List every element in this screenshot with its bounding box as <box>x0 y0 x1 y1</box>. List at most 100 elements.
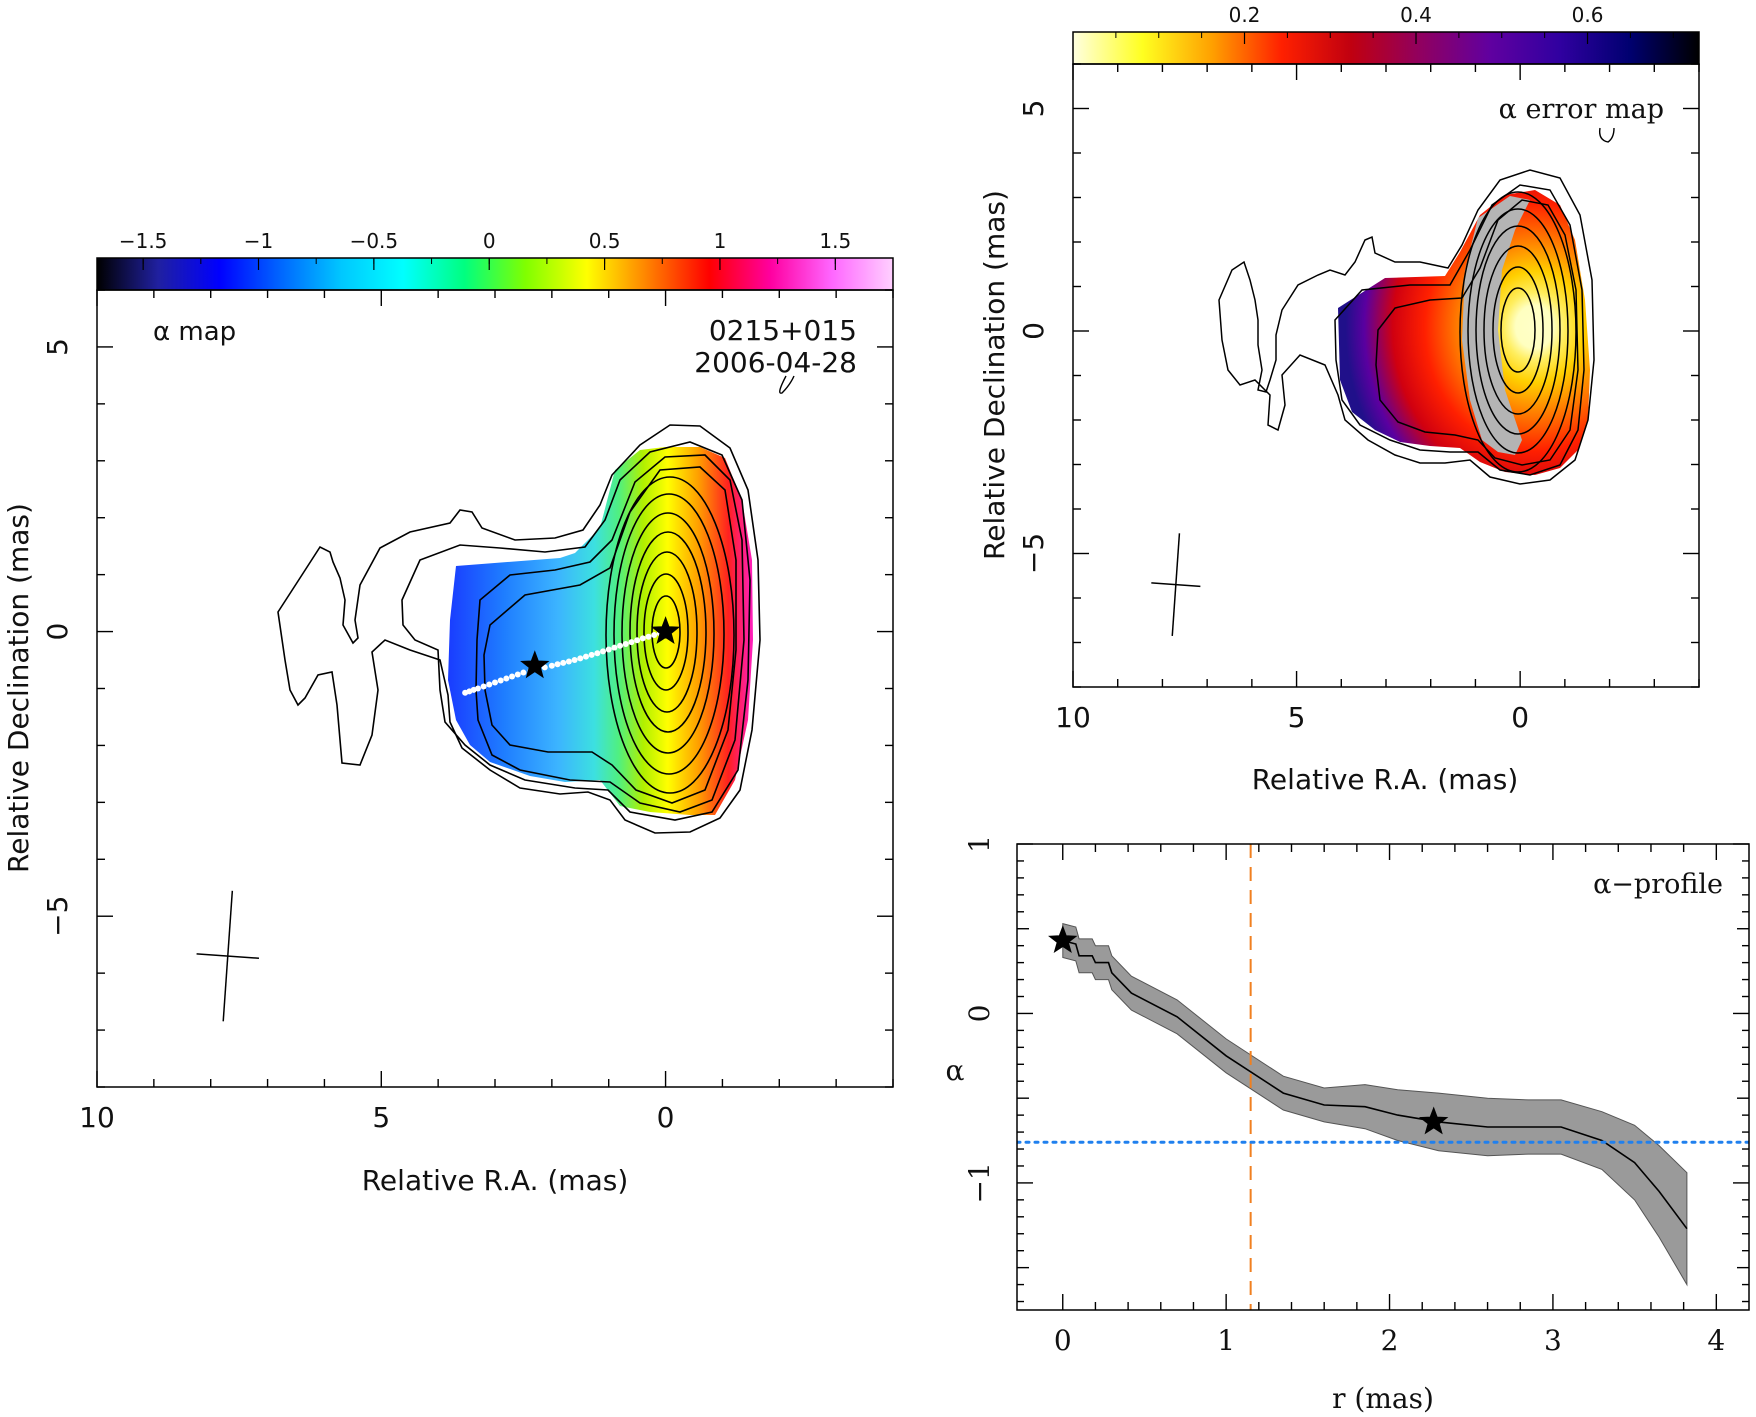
alpha-error-colorbar-ticks: 0.2 0.4 0.6 <box>1072 3 1674 44</box>
alpha-map-ylabel: Relative Declination (mas) <box>2 503 35 873</box>
contour-6 <box>613 493 725 775</box>
alpha-error-colorbar-bar <box>1072 31 1700 65</box>
err-contour-4 <box>1459 191 1577 473</box>
alpha-map-colorbar: −1.5 −1 −0.5 0 0.5 1 1.5 <box>96 229 894 291</box>
contour-11 <box>651 595 681 669</box>
err-contour-5 <box>1467 208 1569 454</box>
y-tick-label: 0 <box>41 623 74 641</box>
x-tick-label: 4 <box>1707 1324 1725 1357</box>
contour-5 <box>605 476 735 794</box>
alpha-error-grey-region <box>1462 196 1530 455</box>
alpha-profile-plot-area <box>1017 844 1749 1310</box>
ridge-point <box>582 653 589 660</box>
y-tick-label: 0 <box>963 1005 996 1023</box>
alpha-error-corner-mark <box>1598 127 1615 143</box>
ridge-point <box>554 661 561 668</box>
ridge-point <box>600 648 607 655</box>
colorbar-tick-label: 0.5 <box>589 229 621 253</box>
err-contour-3 <box>1375 199 1579 466</box>
colorbar-tick-label: −0.5 <box>350 229 399 253</box>
ridge-point <box>611 644 618 651</box>
y-tick-label: 5 <box>41 338 74 356</box>
alpha-profile-xlabel: r (mas) <box>1332 1382 1434 1415</box>
y-tick-label: −5 <box>1017 533 1050 574</box>
star-marker <box>650 616 681 645</box>
y-tick-label: 0 <box>1017 322 1050 340</box>
alpha-map-axes: 10 5 0 5 0 −5 <box>41 289 894 1134</box>
star-marker <box>520 650 550 679</box>
x-tick-label: 10 <box>1055 701 1091 734</box>
ridge-point <box>509 673 516 680</box>
ridge-point <box>541 664 548 671</box>
err-contour-9 <box>1500 287 1536 373</box>
err-contour-6 <box>1475 225 1561 435</box>
alpha-map-corner-mark <box>779 375 795 394</box>
x-tick-label: 5 <box>1288 701 1306 734</box>
ridge-point <box>462 689 469 696</box>
colorbar-tick-label: 0.4 <box>1400 3 1432 27</box>
colorbar-tick-label: −1 <box>244 229 273 253</box>
ridge-point <box>634 637 641 644</box>
ridge-point <box>520 669 527 676</box>
contour-2 <box>401 441 751 821</box>
contour-7 <box>621 512 715 754</box>
ridge-point <box>577 655 584 662</box>
alpha-profile-stars <box>1048 925 1449 1135</box>
alpha-map-image <box>196 424 761 1022</box>
alpha-error-map-panel: 0.2 0.4 0.6 10 5 050−5 α error map Relat <box>978 3 1700 796</box>
x-tick-label: 0 <box>657 1101 675 1134</box>
alpha-map-panel-label: α map <box>153 317 236 347</box>
alpha-profile-error-band <box>1062 922 1688 1287</box>
x-tick-label: 0 <box>1054 1324 1072 1357</box>
alpha-profile-panel: 0 1 2 3 4 1 0 −1 α−profile r (mas) α <box>946 835 1750 1415</box>
beam-minor-axis <box>1151 582 1201 588</box>
alpha-profile-panel-label: α−profile <box>1593 869 1723 900</box>
ridge-point <box>628 639 635 646</box>
ridge-point <box>605 646 612 653</box>
colorbar-tick-label: 1 <box>714 229 727 253</box>
y-tick-label: 1 <box>963 835 996 853</box>
x-tick-label: 0 <box>1511 701 1529 734</box>
star-marker <box>1048 925 1078 954</box>
alpha-error-map-ylabel: Relative Declination (mas) <box>978 190 1011 560</box>
err-contour-2 <box>1334 184 1585 476</box>
ridge-point <box>565 658 572 665</box>
ridge-point <box>651 631 658 638</box>
ridge-point <box>503 675 510 682</box>
alpha-profile-line <box>1062 939 1688 1230</box>
colorbar-tick-label: 0 <box>483 229 496 253</box>
err-contour-outer <box>1218 169 1595 485</box>
colorbar-tick-label: −1.5 <box>119 229 168 253</box>
alpha-map-xlabel: Relative R.A. (mas) <box>362 1164 629 1197</box>
beam-minor-axis <box>196 953 260 959</box>
alpha-profile-axes: 0 1 2 3 4 1 0 −1 <box>963 835 1749 1357</box>
x-tick-label: 2 <box>1381 1324 1399 1357</box>
alpha-error-map-xlabel: Relative R.A. (mas) <box>1252 763 1519 796</box>
colorbar-tick-label: 0.6 <box>1572 3 1604 27</box>
contour-4 <box>483 466 737 804</box>
contour-8 <box>629 531 707 733</box>
alpha-error-map-axes: 10 5 0 5 0 −5 <box>1017 63 1700 734</box>
alpha-colorbar-bar <box>96 257 894 291</box>
x-tick-label: 10 <box>79 1101 115 1134</box>
alpha-profile-frame <box>1016 843 1750 1311</box>
star-marker <box>1418 1106 1449 1135</box>
ridge-point <box>560 659 567 666</box>
alpha-map-epoch: 2006-04-28 <box>694 346 857 379</box>
y-tick-label: −5 <box>41 896 74 937</box>
alpha-profile-ylabel: α <box>946 1054 965 1087</box>
alpha-map-colored-region <box>448 447 753 815</box>
ridge-point <box>588 651 595 658</box>
alpha-error-map-beam <box>1151 533 1201 636</box>
colorbar-tick-label: 0.2 <box>1229 3 1261 27</box>
err-contour-7 <box>1483 245 1553 415</box>
alpha-map-stars <box>520 616 681 679</box>
ridge-point <box>492 679 498 686</box>
ridge-point <box>480 683 487 690</box>
ridge-point <box>548 662 555 669</box>
ridge-point <box>486 681 493 688</box>
ridge-point <box>622 640 629 647</box>
ridge-point <box>514 671 521 678</box>
alpha-error-colorbar: 0.2 0.4 0.6 <box>1072 3 1700 65</box>
